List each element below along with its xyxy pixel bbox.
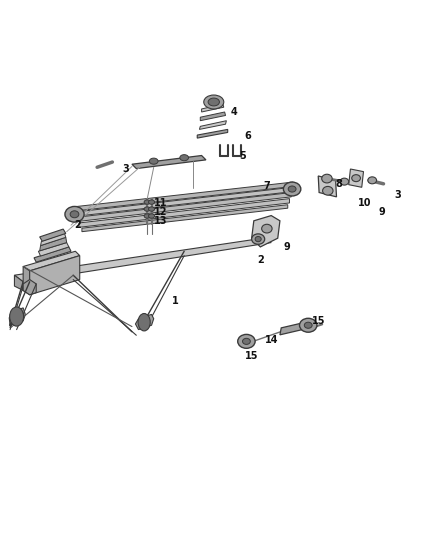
Ellipse shape (300, 318, 317, 332)
Polygon shape (34, 247, 71, 262)
Polygon shape (135, 314, 154, 329)
Ellipse shape (261, 224, 272, 233)
Ellipse shape (288, 186, 296, 192)
Polygon shape (39, 243, 69, 256)
Polygon shape (73, 182, 293, 211)
Ellipse shape (148, 214, 155, 218)
Ellipse shape (352, 175, 360, 182)
Ellipse shape (208, 98, 219, 106)
Text: 13: 13 (153, 216, 167, 226)
Ellipse shape (304, 322, 312, 328)
Ellipse shape (243, 338, 251, 344)
Ellipse shape (238, 334, 255, 349)
Polygon shape (30, 256, 80, 295)
Ellipse shape (70, 211, 79, 218)
Ellipse shape (322, 187, 333, 195)
Polygon shape (252, 215, 280, 247)
Polygon shape (9, 308, 25, 325)
Text: 8: 8 (335, 179, 342, 189)
Polygon shape (41, 233, 66, 246)
Polygon shape (23, 251, 80, 271)
Text: 7: 7 (264, 181, 270, 191)
Ellipse shape (255, 237, 261, 241)
Ellipse shape (148, 200, 155, 204)
Polygon shape (280, 322, 307, 335)
Polygon shape (199, 120, 226, 130)
Polygon shape (318, 176, 336, 197)
Ellipse shape (204, 95, 224, 109)
Ellipse shape (144, 200, 150, 204)
Polygon shape (14, 275, 23, 290)
Text: 12: 12 (153, 207, 167, 217)
Text: 14: 14 (265, 335, 278, 345)
Text: 9: 9 (283, 242, 290, 252)
Text: 4: 4 (231, 107, 237, 117)
Text: 3: 3 (394, 190, 401, 200)
Ellipse shape (148, 207, 155, 211)
Ellipse shape (340, 178, 349, 185)
Text: 5: 5 (240, 150, 246, 160)
Ellipse shape (65, 206, 84, 222)
Polygon shape (200, 112, 226, 120)
Text: 11: 11 (153, 198, 167, 208)
Text: 3: 3 (122, 164, 129, 174)
Polygon shape (76, 192, 291, 222)
Polygon shape (197, 130, 228, 138)
Text: 9: 9 (379, 207, 385, 217)
Ellipse shape (138, 313, 150, 331)
Polygon shape (132, 156, 206, 168)
Polygon shape (79, 199, 290, 228)
Polygon shape (23, 266, 30, 295)
Text: 1: 1 (172, 296, 179, 306)
Polygon shape (74, 187, 292, 216)
Polygon shape (201, 104, 224, 112)
Text: 6: 6 (244, 131, 251, 141)
Ellipse shape (368, 177, 377, 184)
Ellipse shape (322, 174, 332, 183)
Text: 2: 2 (74, 220, 81, 230)
Polygon shape (82, 205, 288, 232)
Ellipse shape (180, 155, 188, 161)
Ellipse shape (149, 158, 158, 164)
Text: 10: 10 (358, 198, 371, 208)
Polygon shape (40, 237, 67, 251)
Ellipse shape (144, 207, 150, 211)
Ellipse shape (283, 182, 301, 196)
Ellipse shape (252, 234, 265, 244)
Text: 15: 15 (245, 351, 258, 361)
Text: 15: 15 (312, 316, 326, 326)
Polygon shape (349, 169, 364, 187)
Polygon shape (14, 238, 271, 282)
Text: 2: 2 (257, 255, 264, 265)
Polygon shape (40, 229, 66, 241)
Polygon shape (23, 279, 36, 295)
Ellipse shape (144, 214, 150, 218)
Ellipse shape (10, 307, 24, 326)
